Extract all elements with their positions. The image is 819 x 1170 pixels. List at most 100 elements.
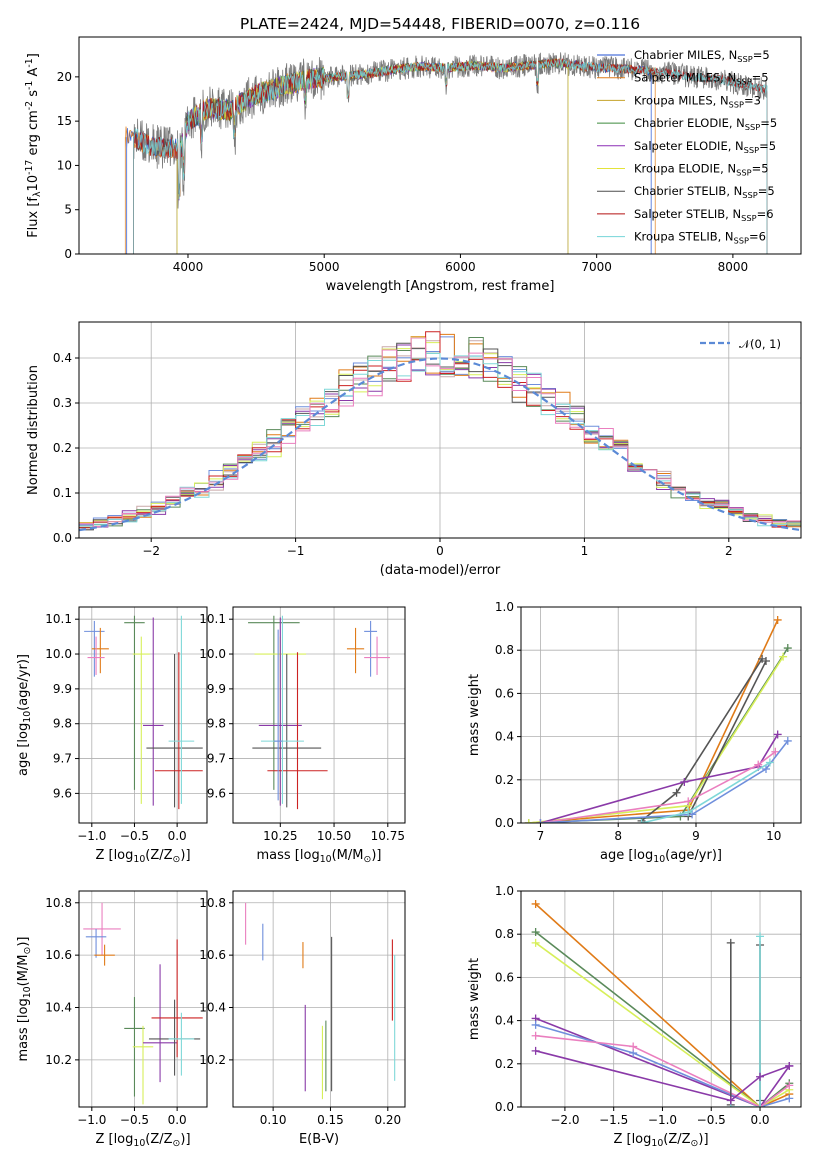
plus-marker [754, 760, 763, 769]
x-tick-label: −1 [287, 544, 305, 558]
x-tick-label: 7000 [581, 260, 612, 274]
x-tick-label: 1 [581, 544, 589, 558]
y-tick-label: 0.2 [495, 1057, 514, 1071]
y-tick-label: 0.4 [53, 351, 72, 365]
panel-mass-vs-Z: −1.0 −0.5 0.0 10.2 10.4 10.6 10.8 Z [log10(Z/Z⊙… [16, 890, 208, 1149]
x-tick-label: 6000 [445, 260, 476, 274]
y-tick-label: 9.6 [207, 786, 226, 800]
plus-marker [762, 657, 770, 665]
x-tick-label: −1.0 [648, 1113, 677, 1127]
x-tick-label: 10.25 [263, 829, 297, 843]
y-tick-label: 5 [64, 203, 72, 217]
y-tick-label: 10.2 [199, 1053, 226, 1067]
plus-marker [637, 819, 646, 823]
data-point [143, 617, 164, 806]
legend-label: Chabrier ELODIE, NSSP=5 [634, 116, 777, 132]
plus-marker [773, 730, 782, 739]
x-axis-label: (data-model)/error [380, 563, 501, 578]
y-tick-label: 0.2 [495, 773, 514, 787]
plot-area [248, 615, 390, 810]
axes-frame [78, 36, 802, 255]
model-spectrum-4 [176, 58, 569, 254]
model-spectrum-6 [133, 59, 768, 254]
weight-line-4 [535, 1024, 790, 1107]
y-tick-label: 10.1 [199, 612, 226, 626]
plus-marker [785, 1094, 794, 1103]
x-tick-label: 9 [692, 829, 700, 843]
model-spectrum-8 [133, 59, 768, 254]
plot-area [83, 902, 203, 1105]
plus-marker [531, 899, 540, 908]
x-tick-label: −1.0 [77, 1113, 106, 1127]
x-axis-label: E(B-V) [299, 1132, 339, 1147]
plus-marker [785, 1081, 794, 1090]
x-tick-label: −0.5 [120, 1113, 149, 1127]
x-axis-label: wavelength [Angstrom, rest frame] [326, 279, 555, 294]
weight-line-5 [540, 733, 779, 823]
plot-area [124, 52, 768, 254]
x-tick-label: 0.15 [317, 1113, 344, 1127]
weight-line-9 [535, 1050, 790, 1102]
data-point [168, 615, 195, 804]
x-tick-label: 0 [436, 544, 444, 558]
y-axis-label: Normed distribution [26, 365, 41, 495]
panel-age-vs-Z: −1.0 −0.5 0.0 9.6 9.7 9.8 9.9 10.0 10.1 Z [log10(… [16, 606, 208, 865]
x-tick-label: −2 [142, 544, 160, 558]
y-tick-label: 9.9 [53, 682, 72, 696]
x-tick-label: 2 [725, 544, 733, 558]
panel-mass-vs-ebv: 0.10 0.15 0.20 10.2 10.4 10.6 10.8 E(B-V) [199, 890, 406, 1147]
plus-marker [783, 736, 792, 745]
plot-area [79, 331, 801, 532]
plus-marker [762, 765, 770, 773]
legend-label: Salpeter STELIB, NSSP=6 [634, 207, 774, 223]
y-tick-label: 0.3 [53, 396, 72, 410]
data-point [132, 636, 150, 804]
y-tick-label: 15 [57, 114, 72, 128]
data-point [87, 636, 105, 675]
data-point [83, 902, 121, 956]
model-spectrum-2 [176, 58, 569, 254]
plot-area [245, 902, 396, 1100]
panel-massweight-vs-age: 7 8 9 10 0.0 0.2 0.4 0.6 0.8 1.0 age [log10(age/yr… [467, 600, 802, 865]
x-tick-label: −0.5 [120, 829, 149, 843]
panel-massweight-vs-Z: −2.0 −1.5 −1.0 −0.5 0.0 0.0 0.2 0.4 0.6 0.8 1.0 Z [… [467, 884, 802, 1149]
y-tick-label: 0.6 [495, 686, 514, 700]
plus-marker [785, 1061, 794, 1070]
plus-marker [765, 758, 774, 767]
plus-marker [756, 932, 765, 941]
plus-marker [726, 1096, 735, 1105]
panel-spectrum: Chabrier MILES, NSSP=5 Salpeter MILES, NS… [24, 36, 802, 294]
weight-line-1 [528, 647, 789, 823]
x-tick-label: 5000 [309, 260, 340, 274]
plus-marker [680, 777, 689, 786]
plus-marker [531, 938, 540, 947]
normal-reference-curve [79, 357, 801, 532]
plus-marker [531, 1046, 540, 1055]
weight-line-1 [535, 931, 790, 1107]
x-tick-label: 10 [766, 829, 781, 843]
y-axis-label: mass weight [467, 674, 482, 756]
y-tick-label: 10.8 [45, 896, 72, 910]
y-tick-label: 9.7 [207, 752, 226, 766]
data-point [151, 939, 203, 1058]
x-tick-label: −0.5 [697, 1113, 726, 1127]
weight-line-3 [535, 1017, 790, 1107]
y-tick-label: 9.8 [53, 717, 72, 731]
plus-marker [531, 1020, 540, 1029]
y-axis-label: mass weight [467, 958, 482, 1040]
y-tick-label: 0.1 [53, 486, 72, 500]
plus-marker [726, 938, 735, 947]
weight-line-7 [540, 740, 789, 823]
x-tick-label: 10.50 [317, 829, 351, 843]
weight-line-8 [730, 936, 761, 1107]
data-point [258, 617, 302, 806]
y-tick-label: 1.0 [495, 600, 514, 614]
y-tick-label: 0.0 [495, 816, 514, 830]
y-tick-label: 10.2 [45, 1053, 72, 1067]
y-tick-label: 10.6 [45, 948, 72, 962]
plot-area [524, 615, 792, 823]
plus-marker [672, 788, 681, 797]
data-point [267, 652, 328, 810]
x-tick-label: 0.10 [260, 1113, 287, 1127]
